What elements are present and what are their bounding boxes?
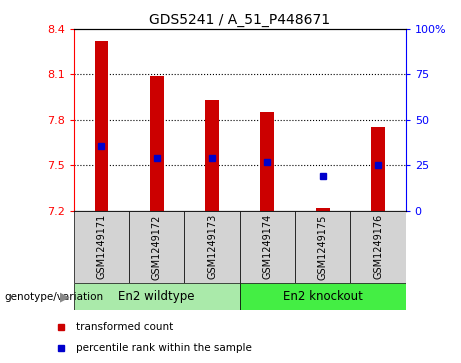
- Text: GSM1249174: GSM1249174: [262, 214, 272, 280]
- Bar: [350, 211, 406, 283]
- Text: genotype/variation: genotype/variation: [5, 292, 104, 302]
- Text: GSM1249171: GSM1249171: [96, 214, 106, 280]
- Bar: [74, 211, 129, 283]
- Bar: [316, 208, 330, 211]
- Bar: [95, 41, 108, 211]
- Title: GDS5241 / A_51_P448671: GDS5241 / A_51_P448671: [149, 13, 330, 26]
- Text: ▶: ▶: [60, 290, 69, 303]
- Bar: [205, 100, 219, 211]
- Bar: [260, 112, 274, 211]
- Bar: [129, 211, 184, 283]
- Bar: [240, 211, 295, 283]
- Bar: [240, 283, 406, 310]
- Text: GSM1249172: GSM1249172: [152, 214, 162, 280]
- Text: En2 knockout: En2 knockout: [283, 290, 363, 303]
- Bar: [295, 211, 350, 283]
- Text: percentile rank within the sample: percentile rank within the sample: [76, 343, 251, 353]
- Text: transformed count: transformed count: [76, 322, 173, 332]
- Text: GSM1249175: GSM1249175: [318, 214, 328, 280]
- Bar: [371, 127, 385, 211]
- Text: En2 wildtype: En2 wildtype: [118, 290, 195, 303]
- Bar: [150, 76, 164, 211]
- Text: GSM1249176: GSM1249176: [373, 214, 383, 280]
- Bar: [74, 283, 240, 310]
- Bar: [184, 211, 240, 283]
- Text: GSM1249173: GSM1249173: [207, 214, 217, 280]
